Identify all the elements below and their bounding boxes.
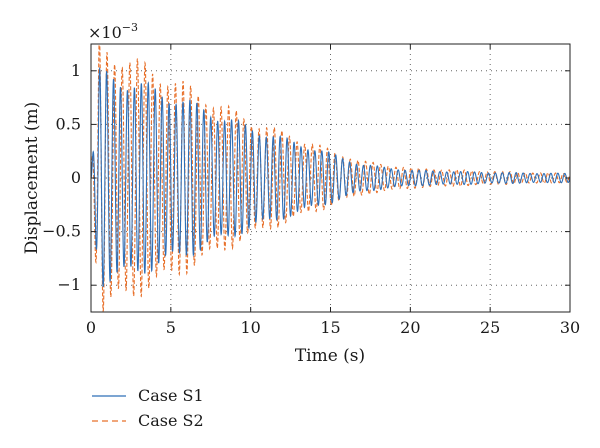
y-tick-label: −0.5 (42, 222, 81, 241)
x-tick-label: 25 (480, 318, 500, 337)
x-axis-label: Time (s) (295, 346, 365, 366)
x-tick-label: 30 (560, 318, 580, 337)
x-tick-label: 5 (166, 318, 176, 337)
x-tick-label: 20 (400, 318, 420, 337)
y-axis-label: Displacement (m) (22, 102, 42, 255)
axis-ticks: 0 5 10 15 20 25 30 1 0.5 0 −0.5 −1 (42, 44, 580, 337)
y-multiplier-label: ×10−3 (88, 21, 138, 42)
y-tick-label: −1 (57, 275, 81, 294)
y-tick-label: 1 (71, 61, 81, 80)
series-layer (91, 44, 570, 312)
x-tick-label: 15 (320, 318, 340, 337)
legend-label: Case S2 (138, 411, 204, 430)
series-line-case-s1 (91, 66, 570, 288)
x-tick-label: 0 (86, 318, 96, 337)
y-tick-label: 0.5 (56, 114, 81, 133)
legend: Case S1 Case S2 (92, 386, 204, 430)
x-tick-label: 10 (240, 318, 260, 337)
legend-label: Case S1 (138, 386, 204, 405)
y-tick-label: 0 (71, 168, 81, 187)
